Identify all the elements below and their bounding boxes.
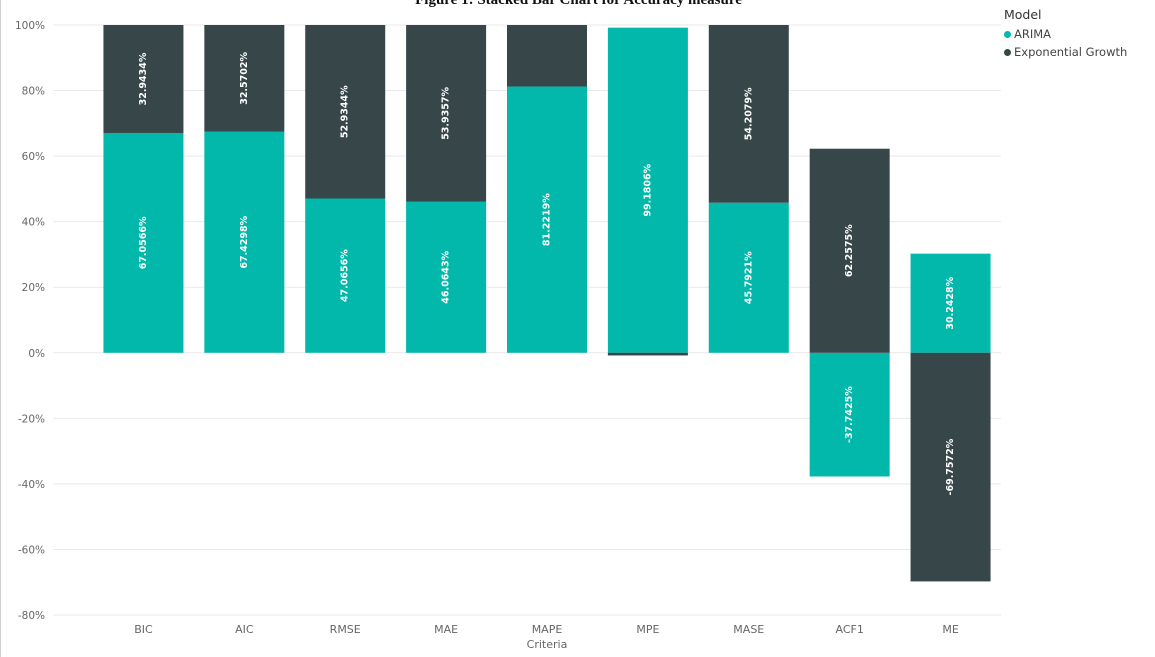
legend: Model ARIMA Exponential Growth (1004, 7, 1127, 63)
bar-exponential-growth-mpe (607, 352, 688, 356)
x-tick-label: MAE (434, 623, 458, 636)
bar-exponential-growth-bic (103, 25, 184, 133)
bar-exponential-growth-aic (204, 25, 285, 132)
y-tick-label: 40% (22, 217, 45, 229)
x-tick-label: AIC (235, 623, 254, 636)
bar-arima-rmse (305, 198, 386, 353)
bar-exponential-growth-me (910, 352, 991, 582)
y-tick-label: 80% (22, 86, 45, 98)
bar-exponential-growth-rmse (305, 25, 386, 199)
bar-arima-mape (507, 86, 587, 353)
data-label: 47.0656% (340, 249, 351, 302)
y-tick-label: 20% (22, 282, 45, 294)
y-tick-label: -20% (18, 413, 45, 425)
bar-arima-mase (708, 202, 789, 353)
x-tick-label: MPE (636, 623, 659, 636)
y-tick-label: 60% (22, 151, 45, 163)
bar-exponential-growth-mase (708, 25, 789, 203)
legend-swatch-arima (1004, 30, 1011, 38)
bar-arima-mae (406, 201, 487, 353)
data-label: 62.2575% (844, 224, 855, 277)
chart-title: Figure 1: Stacked Bar Chart for Accuracy… (415, 0, 742, 8)
data-label: 67.0566% (138, 216, 149, 269)
legend-item-exponential-growth[interactable]: Exponential Growth (1004, 45, 1127, 59)
y-tick-label: -60% (18, 544, 45, 556)
legend-label-arima: ARIMA (1014, 27, 1052, 41)
y-tick-label: 0% (28, 348, 45, 360)
bar-arima-mpe (607, 27, 688, 353)
x-axis-title: Criteria (527, 638, 568, 651)
bar-exponential-growth-acf1 (809, 148, 890, 353)
data-label: 45.7921% (743, 251, 754, 304)
bar-exponential-growth-mape (507, 25, 587, 87)
data-label: -37.7425% (844, 386, 855, 443)
data-label: 53.9357% (441, 87, 452, 140)
y-tick-label: -40% (18, 479, 45, 491)
data-label: 99.1806% (642, 163, 653, 216)
x-tick-label: ACF1 (835, 623, 863, 636)
legend-label-exponential-growth: Exponential Growth (1014, 45, 1128, 59)
x-tick-label: BIC (134, 623, 153, 636)
data-label: 52.9344% (340, 85, 351, 138)
legend-title: Model (1004, 7, 1042, 22)
legend-item-arima[interactable]: ARIMA (1004, 27, 1127, 41)
y-tick-label: 100% (15, 20, 45, 32)
data-label: 46.0643% (441, 250, 452, 303)
bar-arima-aic (204, 131, 285, 353)
data-label: 81.2219% (542, 193, 553, 246)
bar-exponential-growth-mae (406, 25, 487, 202)
bar-arima-acf1 (809, 352, 890, 477)
y-tick-label: -80% (18, 610, 45, 622)
x-tick-label: MASE (733, 623, 764, 636)
data-label: 67.4298% (239, 215, 250, 268)
x-tick-label: ME (942, 623, 958, 636)
data-label: 32.9434% (138, 52, 149, 105)
x-tick-label: MAPE (532, 623, 563, 636)
data-label: 32.5702% (239, 52, 250, 105)
data-label: 54.2079% (743, 87, 754, 140)
bar-arima-bic (103, 132, 184, 353)
bar-arima-me (910, 253, 991, 353)
data-label: -69.7572% (945, 438, 956, 495)
data-label: 30.2428% (945, 276, 956, 329)
legend-swatch-exponential-growth (1004, 48, 1011, 56)
x-tick-label: RMSE (330, 623, 361, 636)
